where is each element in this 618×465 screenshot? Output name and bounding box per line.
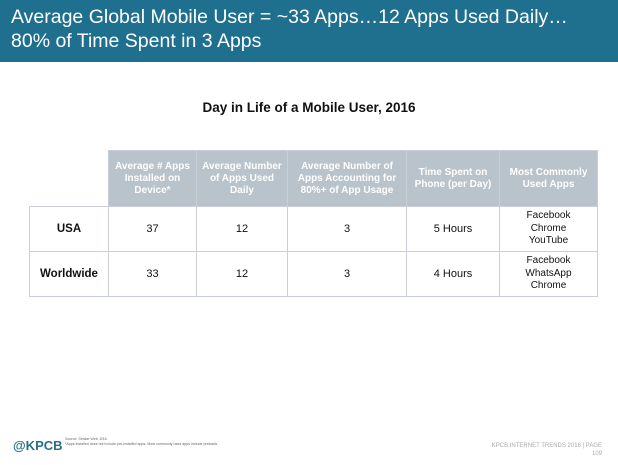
table-corner-cell [29,150,109,207]
cell-worldwide-installed: 33 [108,251,197,297]
table-row-worldwide: Worldwide 33 12 3 4 Hours Facebook Whats… [29,251,598,297]
cell-usa-installed: 37 [108,206,197,252]
report-name: KPCB INTERNET TRENDS 2016 | PAGE [491,443,602,449]
column-header-used-daily: Average Number of Apps Used Daily [196,150,288,207]
app-name: YouTube [528,235,569,247]
cell-worldwide-accounting-80: 3 [287,251,407,297]
cell-usa-used-daily: 12 [196,206,288,252]
app-name: Chrome [530,222,567,234]
source-line: Source: Similar Web, 5/16. [65,437,108,441]
footnote-line: *Apps installed does not include pre-ins… [65,442,219,446]
cell-usa-common-apps: Facebook Chrome YouTube [499,206,598,252]
cell-worldwide-common-apps: Facebook WhatsApp Chrome [499,251,598,297]
column-header-installed: Average # Apps Installed on Device* [108,150,197,207]
cell-usa-accounting-80: 3 [287,206,407,252]
row-label-usa: USA [29,206,109,252]
page-footer: KPCB INTERNET TRENDS 2016 | PAGE 109 [492,442,602,458]
app-name: Facebook [526,210,571,222]
slide-title-line-1: Average Global Mobile User = ~33 Apps…12… [11,6,568,28]
app-name: Facebook [526,255,571,267]
column-header-common-apps: Most Commonly Used Apps [499,150,598,207]
slide-title-line-2: 80% of Time Spent in 3 Apps [11,30,262,52]
row-label-worldwide: Worldwide [29,251,109,297]
cell-worldwide-time-spent: 4 Hours [406,251,500,297]
app-name: Chrome [530,280,567,292]
column-header-accounting-80: Average Number of Apps Accounting for 80… [287,150,407,207]
table-row-usa: USA 37 12 3 5 Hours Facebook Chrome YouT… [29,206,598,252]
page-number: 109 [591,451,602,457]
table-title: Day in Life of a Mobile User, 2016 [202,100,416,115]
column-header-time-spent: Time Spent on Phone (per Day) [406,150,500,207]
table-header-row: Average # Apps Installed on Device* Aver… [29,150,598,207]
kpcb-logo: @KPCB [13,438,63,453]
mobile-user-table: Average # Apps Installed on Device* Aver… [29,150,598,297]
cell-usa-time-spent: 5 Hours [406,206,500,252]
slide-header: Average Global Mobile User = ~33 Apps…12… [0,0,618,62]
cell-worldwide-used-daily: 12 [196,251,288,297]
app-name: WhatsApp [525,267,572,279]
source-note: Source: Similar Web, 5/16. *Apps install… [65,437,218,447]
